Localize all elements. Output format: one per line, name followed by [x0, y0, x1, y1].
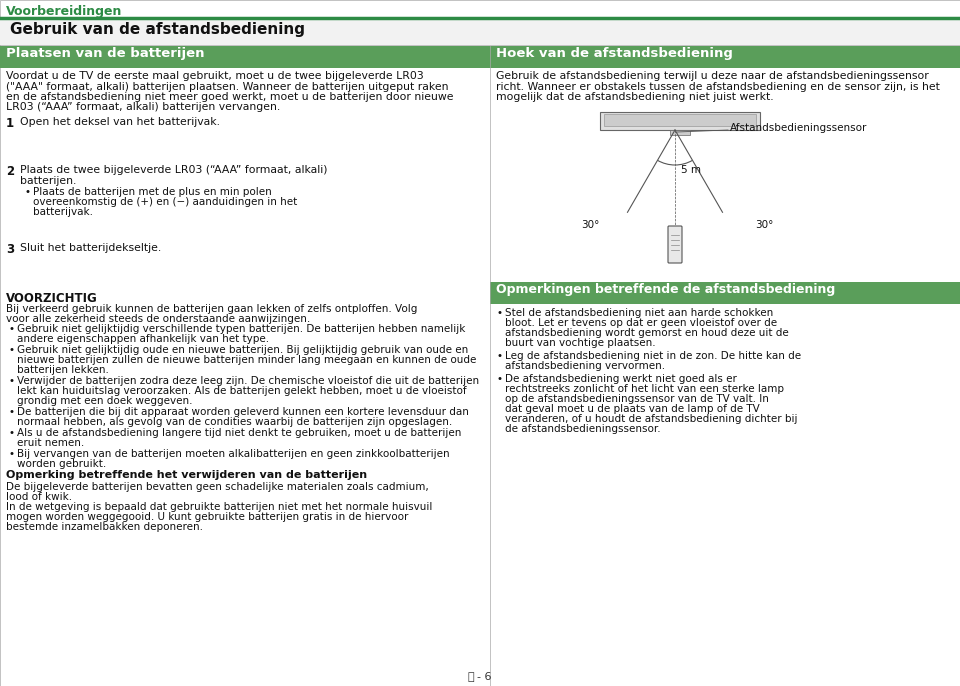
Text: Leg de afstandsbediening niet in de zon. De hitte kan de: Leg de afstandsbediening niet in de zon.…: [505, 351, 802, 361]
Text: •: •: [8, 324, 14, 334]
Text: afstandsbediening vervormen.: afstandsbediening vervormen.: [505, 361, 665, 371]
Text: grondig met een doek weggeven.: grondig met een doek weggeven.: [17, 396, 193, 406]
Bar: [0, 46, 490, 68]
Text: Open het deksel van het batterijvak.: Open het deksel van het batterijvak.: [20, 117, 220, 127]
Text: rechtstreeks zonlicht of het licht van een sterke lamp: rechtstreeks zonlicht of het licht van e…: [505, 384, 784, 394]
Text: •: •: [8, 407, 14, 417]
Text: Gebruik van de afstandsbediening: Gebruik van de afstandsbediening: [10, 22, 305, 37]
Text: bloot. Let er tevens op dat er geen vloeistof over de: bloot. Let er tevens op dat er geen vloe…: [505, 318, 778, 328]
Text: batterijen.: batterijen.: [20, 176, 77, 185]
Text: LR03 (“AAA” formaat, alkali) batterijen vervangen.: LR03 (“AAA” formaat, alkali) batterijen …: [6, 102, 280, 113]
Text: batterijen lekken.: batterijen lekken.: [17, 365, 108, 375]
Text: veranderen, of u houdt de afstandsbediening dichter bij: veranderen, of u houdt de afstandsbedien…: [505, 414, 798, 424]
Text: Opmerking betreffende het verwijderen van de batterijen: Opmerking betreffende het verwijderen va…: [6, 470, 367, 480]
Text: bestemde inzamelbakken deponeren.: bestemde inzamelbakken deponeren.: [6, 522, 203, 532]
Text: 30°: 30°: [581, 220, 599, 230]
Text: •: •: [8, 376, 14, 386]
Text: De bijgeleverde batterijen bevatten geen schadelijke materialen zoals cadmium,: De bijgeleverde batterijen bevatten geen…: [6, 482, 429, 492]
Text: nieuwe batterijen zullen de nieuwe batterijen minder lang meegaan en kunnen de o: nieuwe batterijen zullen de nieuwe batte…: [17, 355, 476, 365]
Text: Opmerkingen betreffende de afstandsbediening: Opmerkingen betreffende de afstandsbedie…: [496, 283, 835, 296]
Text: Plaatsen van de batterijen: Plaatsen van de batterijen: [6, 47, 204, 60]
Text: Afstandsbedieningssensor: Afstandsbedieningssensor: [730, 123, 868, 133]
Text: De afstandsbediening werkt niet goed als er: De afstandsbediening werkt niet goed als…: [505, 374, 737, 384]
Text: Plaats de twee bijgeleverde LR03 (“AAA” formaat, alkali): Plaats de twee bijgeleverde LR03 (“AAA” …: [20, 165, 327, 175]
Text: en de afstandsbediening niet meer goed werkt, moet u de batterijen door nieuwe: en de afstandsbediening niet meer goed w…: [6, 92, 453, 102]
Bar: [490, 282, 960, 304]
FancyBboxPatch shape: [668, 226, 682, 263]
Text: Gebruik niet gelijktijdig verschillende typen batterijen. De batterijen hebben n: Gebruik niet gelijktijdig verschillende …: [17, 324, 466, 334]
Text: Hoek van de afstandsbediening: Hoek van de afstandsbediening: [496, 47, 732, 60]
Text: Stel de afstandsbediening niet aan harde schokken: Stel de afstandsbediening niet aan harde…: [505, 308, 773, 318]
Text: De batterijen die bij dit apparaat worden geleverd kunnen een kortere levensduur: De batterijen die bij dit apparaat worde…: [17, 407, 468, 417]
Text: eruit nemen.: eruit nemen.: [17, 438, 84, 448]
Text: batterijvak.: batterijvak.: [33, 207, 93, 217]
Text: de afstandsbedieningssensor.: de afstandsbedieningssensor.: [505, 424, 660, 434]
Bar: [490, 46, 960, 68]
Text: buurt van vochtige plaatsen.: buurt van vochtige plaatsen.: [505, 338, 656, 348]
Text: In de wetgeving is bepaald dat gebruikte batterijen niet met het normale huisvui: In de wetgeving is bepaald dat gebruikte…: [6, 502, 432, 512]
Text: Voordat u de TV de eerste maal gebruikt, moet u de twee bijgeleverde LR03: Voordat u de TV de eerste maal gebruikt,…: [6, 71, 423, 81]
Text: afstandsbediening wordt gemorst en houd deze uit de: afstandsbediening wordt gemorst en houd …: [505, 328, 789, 338]
Text: 30°: 30°: [756, 220, 774, 230]
Text: Bij verkeerd gebruik kunnen de batterijen gaan lekken of zelfs ontploffen. Volg: Bij verkeerd gebruik kunnen de batterije…: [6, 304, 418, 314]
Text: op de afstandsbedieningssensor van de TV valt. In: op de afstandsbedieningssensor van de TV…: [505, 394, 769, 404]
Text: worden gebruikt.: worden gebruikt.: [17, 459, 107, 469]
Text: •: •: [8, 449, 14, 459]
Text: •: •: [8, 428, 14, 438]
Text: 2: 2: [6, 165, 14, 178]
Text: lood of kwik.: lood of kwik.: [6, 492, 72, 502]
Text: dat geval moet u de plaats van de lamp of de TV: dat geval moet u de plaats van de lamp o…: [505, 404, 759, 414]
Text: ("AAA" formaat, alkali) batterijen plaatsen. Wanneer de batterijen uitgeput rake: ("AAA" formaat, alkali) batterijen plaat…: [6, 82, 448, 91]
Text: Ⓝ: Ⓝ: [467, 672, 473, 682]
Text: Sluit het batterijdekseltje.: Sluit het batterijdekseltje.: [20, 243, 161, 253]
Text: andere eigenschappen afhankelijk van het type.: andere eigenschappen afhankelijk van het…: [17, 334, 269, 344]
Text: normaal hebben, als gevolg van de condities waarbij de batterijen zijn opgeslage: normaal hebben, als gevolg van de condit…: [17, 417, 452, 427]
Text: mogelijk dat de afstandsbediening niet juist werkt.: mogelijk dat de afstandsbediening niet j…: [496, 92, 774, 102]
Bar: [600, 112, 760, 130]
Bar: [0, 20, 960, 45]
Text: mogen worden weggegooid. U kunt gebruikte batterijen gratis in de hiervoor: mogen worden weggegooid. U kunt gebruikt…: [6, 512, 408, 522]
Text: Gebruik de afstandsbediening terwijl u deze naar de afstandsbedieningssensor: Gebruik de afstandsbediening terwijl u d…: [496, 71, 928, 81]
Text: voor alle zekerheid steeds de onderstaande aanwijzingen.: voor alle zekerheid steeds de onderstaan…: [6, 314, 310, 324]
Text: Gebruik niet gelijktijdig oude en nieuwe batterijen. Bij gelijktijdig gebruik va: Gebruik niet gelijktijdig oude en nieuwe…: [17, 345, 468, 355]
Bar: [604, 114, 756, 126]
Text: 5 m: 5 m: [681, 165, 701, 175]
Text: VOORZICHTIG: VOORZICHTIG: [6, 292, 98, 305]
Text: •: •: [496, 351, 502, 361]
Text: •: •: [496, 308, 502, 318]
Text: Verwijder de batterijen zodra deze leeg zijn. De chemische vloeistof die uit de : Verwijder de batterijen zodra deze leeg …: [17, 376, 479, 386]
Text: lekt kan huiduitslag veroorzaken. Als de batterijen gelekt hebben, moet u de vlo: lekt kan huiduitslag veroorzaken. Als de…: [17, 386, 467, 396]
Text: 3: 3: [6, 243, 14, 256]
Text: 1: 1: [6, 117, 14, 130]
Text: Voorbereidingen: Voorbereidingen: [6, 5, 122, 18]
Text: Als u de afstandsbediening langere tijd niet denkt te gebruiken, moet u de batte: Als u de afstandsbediening langere tijd …: [17, 428, 462, 438]
Text: •: •: [496, 374, 502, 384]
Bar: [670, 130, 690, 135]
Text: •: •: [24, 187, 30, 197]
Text: •: •: [8, 345, 14, 355]
Text: Plaats de batterijen met de plus en min polen: Plaats de batterijen met de plus en min …: [33, 187, 272, 197]
Text: - 6: - 6: [477, 672, 492, 682]
Text: Bij vervangen van de batterijen moeten alkalibatterijen en geen zinkkoolbatterij: Bij vervangen van de batterijen moeten a…: [17, 449, 449, 459]
Text: richt. Wanneer er obstakels tussen de afstandsbediening en de sensor zijn, is he: richt. Wanneer er obstakels tussen de af…: [496, 82, 940, 91]
Text: overeenkomstig de (+) en (−) aanduidingen in het: overeenkomstig de (+) en (−) aanduidinge…: [33, 197, 298, 207]
